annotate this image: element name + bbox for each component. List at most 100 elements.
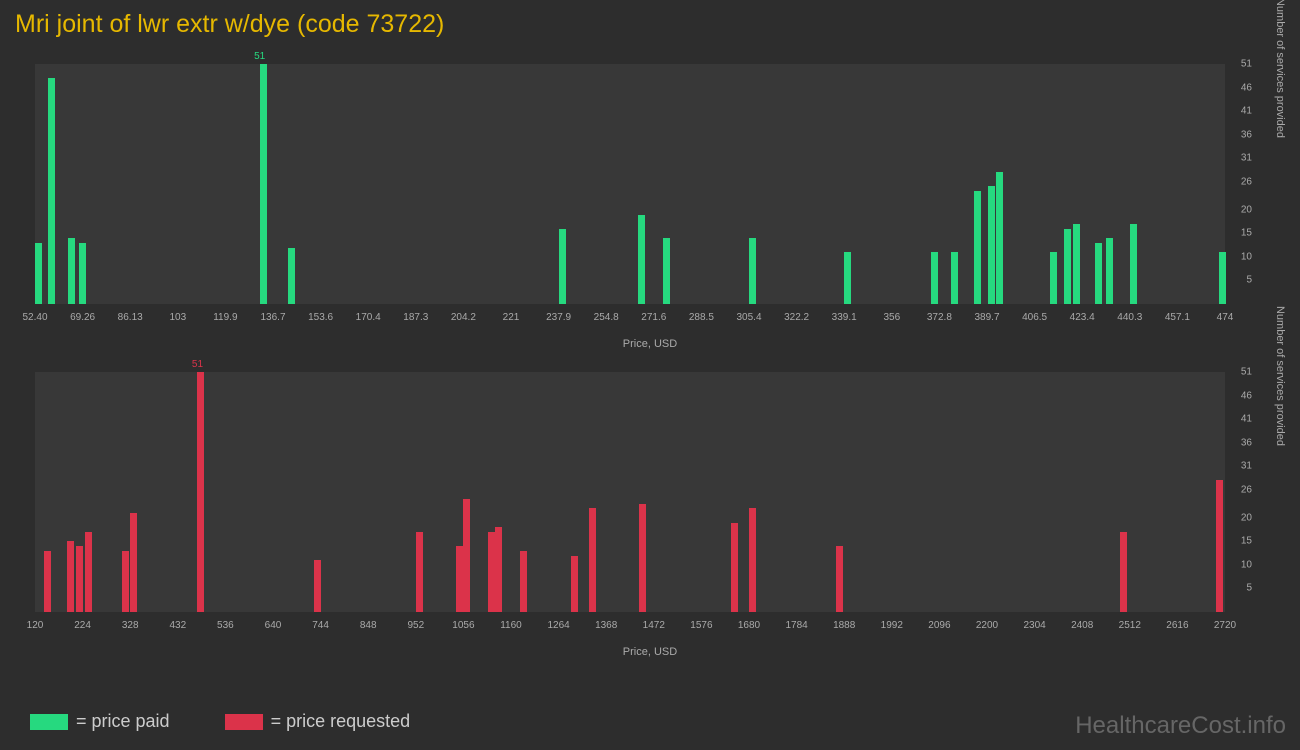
- y-tick: 51: [1241, 367, 1252, 378]
- bar: [1106, 238, 1113, 304]
- bar: [951, 252, 958, 304]
- x-tick: 170.4: [356, 312, 381, 323]
- x-axis-ticks: 52.4069.2686.13103119.9136.7153.6170.418…: [35, 312, 1225, 332]
- page-title: Mri joint of lwr extr w/dye (code 73722): [0, 0, 1300, 44]
- x-tick: 2512: [1119, 620, 1141, 631]
- y-tick: 41: [1241, 106, 1252, 117]
- y-tick: 5: [1246, 583, 1252, 594]
- x-tick: 221: [503, 312, 520, 323]
- y-tick: 26: [1241, 484, 1252, 495]
- x-tick: 322.2: [784, 312, 809, 323]
- x-tick: 288.5: [689, 312, 714, 323]
- plot-area: 51: [35, 64, 1225, 304]
- bar: [749, 238, 756, 304]
- bar: [559, 229, 566, 304]
- bar: [67, 541, 74, 612]
- x-tick: 153.6: [308, 312, 333, 323]
- chart-price-paid: 51 52.4069.2686.13103119.9136.7153.6170.…: [20, 52, 1280, 352]
- y-axis-ticks: 5101520263136414651: [1227, 372, 1252, 612]
- x-tick: 271.6: [641, 312, 666, 323]
- x-tick: 2720: [1214, 620, 1236, 631]
- x-tick: 1472: [643, 620, 665, 631]
- bar: [731, 523, 738, 612]
- x-tick: 536: [217, 620, 234, 631]
- y-tick: 15: [1241, 228, 1252, 239]
- bar: [836, 546, 843, 612]
- x-tick: 640: [265, 620, 282, 631]
- x-tick: 2200: [976, 620, 998, 631]
- y-tick: 10: [1241, 559, 1252, 570]
- bar: [197, 372, 204, 612]
- bar: [663, 238, 670, 304]
- x-tick: 2096: [928, 620, 950, 631]
- bar: [996, 172, 1003, 304]
- bar: [48, 78, 55, 304]
- legend: = price paid = price requested: [30, 711, 410, 732]
- x-tick: 432: [169, 620, 186, 631]
- x-tick: 224: [74, 620, 91, 631]
- chart-price-requested: 51 1202243284325366407448489521056116012…: [20, 360, 1280, 660]
- x-tick: 1576: [690, 620, 712, 631]
- bar: [1120, 532, 1127, 612]
- x-tick: 119.9: [213, 312, 237, 323]
- x-tick: 952: [407, 620, 424, 631]
- x-tick: 1264: [547, 620, 569, 631]
- bar: [416, 532, 423, 612]
- bar: [1130, 224, 1137, 304]
- bar: [1095, 243, 1102, 304]
- y-tick: 46: [1241, 390, 1252, 401]
- x-tick: 254.8: [594, 312, 619, 323]
- y-tick: 26: [1241, 176, 1252, 187]
- bar: [974, 191, 981, 304]
- x-tick: 1784: [785, 620, 807, 631]
- bar: [638, 215, 645, 304]
- bar: [749, 508, 756, 612]
- x-tick: 474: [1217, 312, 1234, 323]
- bar: [589, 508, 596, 612]
- bar: [1216, 480, 1223, 612]
- bar: [1050, 252, 1057, 304]
- watermark: HealthcareCost.info: [1075, 712, 1286, 740]
- legend-item-paid: = price paid: [30, 711, 170, 732]
- x-tick: 1160: [500, 620, 522, 631]
- x-tick: 848: [360, 620, 377, 631]
- x-tick: 372.8: [927, 312, 952, 323]
- bar: [495, 527, 502, 612]
- bar: [122, 551, 129, 612]
- x-tick: 1680: [738, 620, 760, 631]
- x-tick: 86.13: [118, 312, 143, 323]
- y-tick: 36: [1241, 437, 1252, 448]
- legend-label: = price paid: [76, 711, 170, 732]
- x-tick: 52.40: [22, 312, 47, 323]
- y-axis-label: Number of services provided: [1274, 306, 1286, 446]
- bar: [130, 513, 137, 612]
- bar: [79, 243, 86, 304]
- x-tick: 744: [312, 620, 329, 631]
- bar: [68, 238, 75, 304]
- legend-swatch: [30, 714, 68, 730]
- bar: [35, 243, 42, 304]
- y-axis-label: Number of services provided: [1274, 0, 1286, 138]
- bar: [1073, 224, 1080, 304]
- bar: [44, 551, 51, 612]
- x-tick: 1888: [833, 620, 855, 631]
- y-axis-ticks: 5101520263136414651: [1227, 64, 1252, 304]
- x-tick: 204.2: [451, 312, 476, 323]
- x-tick: 1056: [452, 620, 474, 631]
- bar: [85, 532, 92, 612]
- x-tick: 237.9: [546, 312, 571, 323]
- bar: [1219, 252, 1226, 304]
- x-tick: 328: [122, 620, 139, 631]
- bar: [463, 499, 470, 612]
- x-tick: 1992: [881, 620, 903, 631]
- y-tick: 41: [1241, 414, 1252, 425]
- x-tick: 389.7: [974, 312, 999, 323]
- bar: [520, 551, 527, 612]
- y-tick: 51: [1241, 59, 1252, 70]
- legend-item-requested: = price requested: [225, 711, 411, 732]
- x-tick: 305.4: [736, 312, 761, 323]
- x-tick: 339.1: [832, 312, 857, 323]
- bar: [260, 64, 267, 304]
- x-axis-ticks: 1202243284325366407448489521056116012641…: [35, 620, 1225, 640]
- plot-area: 51: [35, 372, 1225, 612]
